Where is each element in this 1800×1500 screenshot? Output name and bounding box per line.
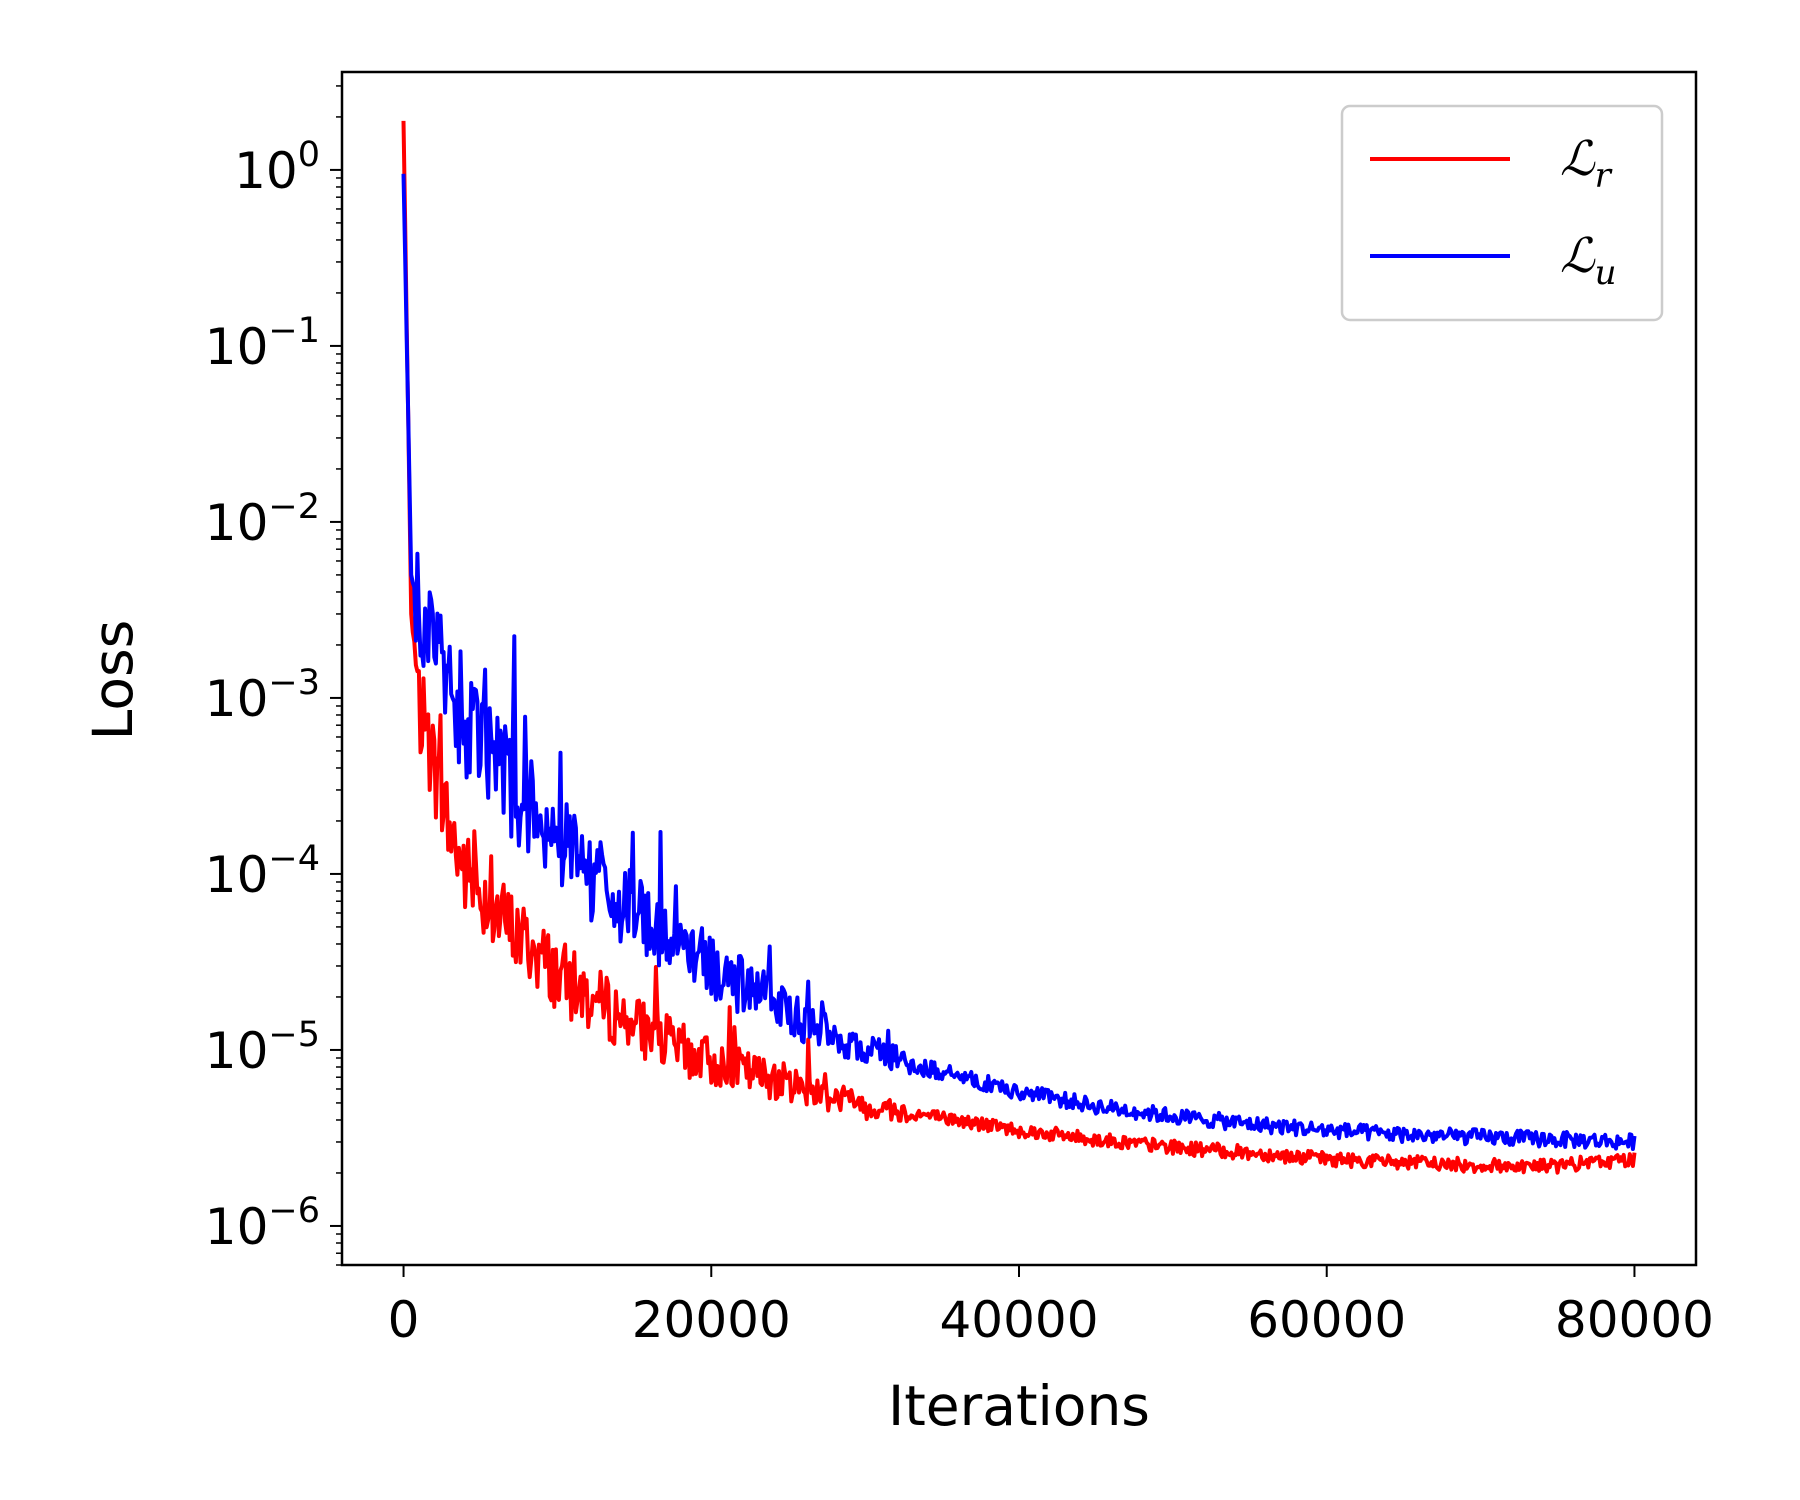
y-tick-label: 10−3 bbox=[205, 663, 320, 728]
x-tick-label: 40000 bbox=[939, 1291, 1098, 1349]
plot-frame bbox=[340, 70, 1698, 1267]
legend-label-r: ℒr bbox=[1560, 131, 1613, 196]
x-tick-label: 80000 bbox=[1555, 1291, 1714, 1349]
legend: ℒr ℒu bbox=[1340, 104, 1664, 322]
axis-ticks: 0 20000 40000 60000 80000 100 10−1 10−2 10−3 10−4… bbox=[205, 85, 1714, 1349]
x-tick-label: 0 bbox=[388, 1291, 420, 1349]
x-tick-label: 60000 bbox=[1247, 1291, 1406, 1349]
y-tick-label: 10−4 bbox=[205, 839, 320, 904]
x-axis-title: Iterations bbox=[888, 1374, 1150, 1438]
legend-label-u: ℒu bbox=[1560, 228, 1616, 293]
series-line-r bbox=[401, 120, 1637, 1175]
y-tick-label: 10−1 bbox=[205, 311, 320, 376]
y-tick-label: 10−5 bbox=[205, 1015, 320, 1080]
y-tick-label: 10−2 bbox=[205, 487, 320, 552]
y-tick-label: 10−6 bbox=[205, 1191, 320, 1256]
y-axis-title: Loss bbox=[81, 620, 145, 741]
series-lines bbox=[401, 120, 1637, 1175]
x-tick-label: 20000 bbox=[632, 1291, 791, 1349]
series-line-u bbox=[401, 173, 1637, 1151]
y-tick-label: 100 bbox=[234, 135, 320, 200]
